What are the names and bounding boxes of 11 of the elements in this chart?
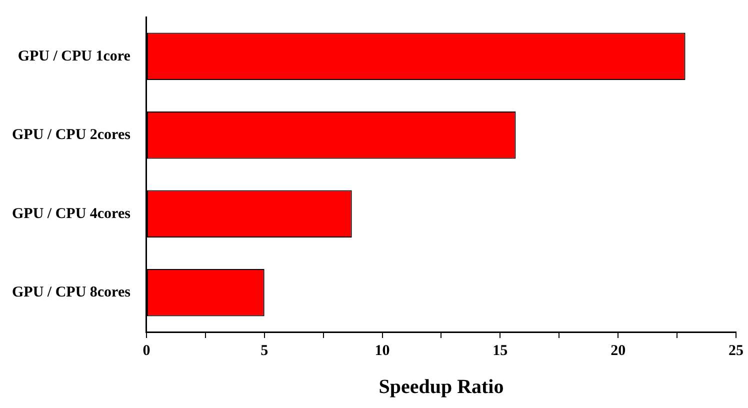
x-tick-label: 20 bbox=[610, 342, 626, 359]
x-tick-label: 0 bbox=[142, 342, 150, 359]
y-tick-label: GPU / CPU 1core bbox=[18, 48, 131, 64]
y-tick-label: GPU / CPU 2cores bbox=[12, 127, 131, 143]
x-axis-title: Speedup Ratio bbox=[378, 376, 504, 398]
x-tick-label: 5 bbox=[260, 342, 268, 359]
x-tick-label: 25 bbox=[728, 342, 744, 359]
y-tick-label: GPU / CPU 4cores bbox=[12, 206, 131, 222]
x-tick-label: 15 bbox=[492, 342, 508, 359]
y-tick-label: GPU / CPU 8cores bbox=[12, 284, 131, 300]
x-tick-label: 10 bbox=[374, 342, 390, 359]
